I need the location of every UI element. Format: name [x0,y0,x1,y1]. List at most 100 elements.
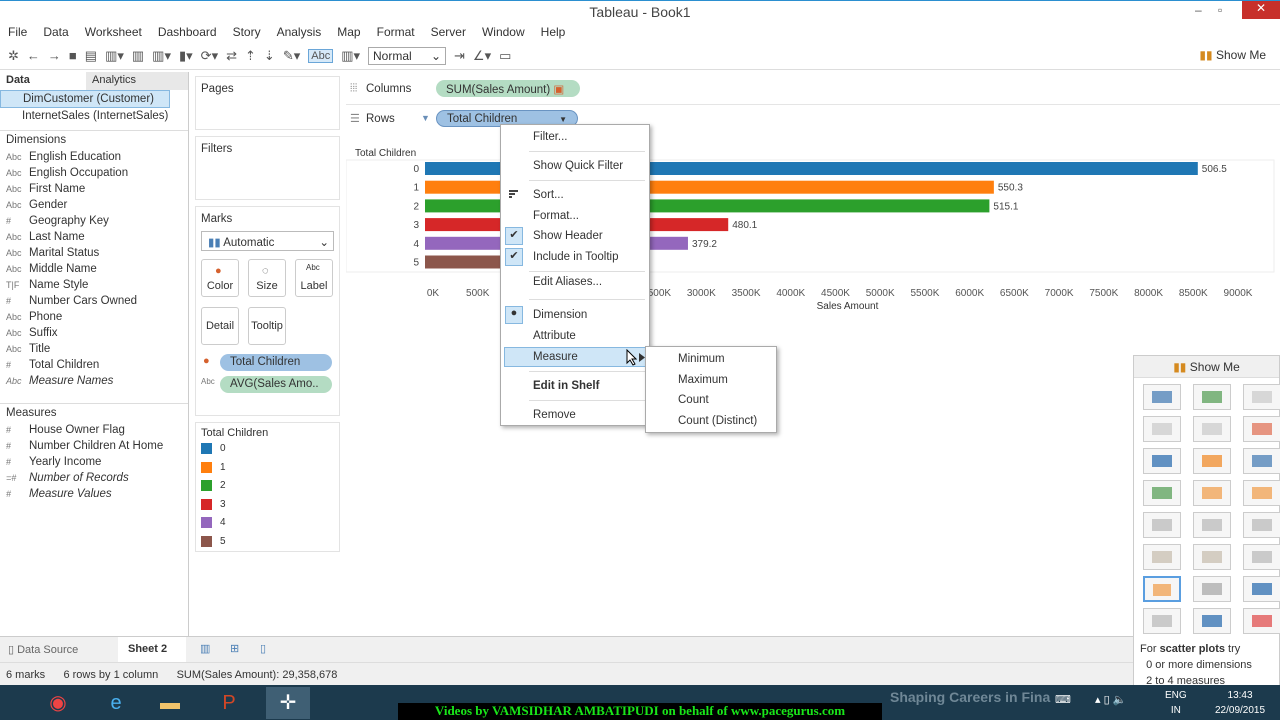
chart-type-thumbnail[interactable] [1243,544,1280,570]
data-source-tab[interactable]: ▯ Data Source [8,644,79,656]
minimize-button[interactable]: – [1195,3,1202,17]
chart-type-thumbnail[interactable] [1143,576,1181,602]
legend-item[interactable]: 1 [201,461,226,480]
legend-item[interactable]: 5 [201,535,226,554]
field-item[interactable]: # Number Children At Home [0,438,188,454]
field-item[interactable]: # House Owner Flag [0,422,188,438]
chart-type-thumbnail[interactable] [1193,512,1231,538]
menu-include-in-tooltip[interactable]: Include in Tooltip [533,251,619,263]
undo-icon[interactable]: ← [26,48,40,63]
legend-item[interactable]: 2 [201,480,226,498]
chart-type-thumbnail[interactable] [1193,608,1231,634]
menu-analysis[interactable]: Analysis [276,25,322,39]
tab-data[interactable]: Data [0,72,86,90]
chart-type-thumbnail[interactable] [1243,384,1280,410]
clock[interactable]: 13:43 22/09/2015 [1215,688,1265,718]
pages-card[interactable]: Pages [195,76,340,130]
label-button[interactable]: Abc Label [295,259,333,297]
sort-dropdown-icon[interactable]: ▼ [421,113,430,123]
sheet-tab[interactable]: Sheet 2 [118,637,186,663]
field-item[interactable]: Abc Last Name [0,229,188,245]
tray-icons[interactable]: ▴ ▯ 🔈 [1095,694,1127,706]
chart-type-thumbnail[interactable] [1143,384,1181,410]
tableau-icon[interactable]: ✛ [266,687,310,719]
chrome-icon[interactable]: ◉ [49,692,67,714]
field-item[interactable]: # Total Children [0,357,188,373]
chart-type-thumbnail[interactable] [1243,480,1280,506]
refresh-icon[interactable]: ⟳▾ [200,47,219,63]
tableau-logo-icon[interactable]: ✲ [8,47,19,63]
show-me-button[interactable]: ▮▮ Show Me [1199,48,1266,62]
color-pill-total-children[interactable]: Total Children [220,354,332,371]
chart-type-thumbnail[interactable] [1193,480,1231,506]
menu-help[interactable]: Help [540,25,566,39]
pause-updates-icon[interactable]: ▮▾ [178,47,193,63]
fix-axes-icon[interactable]: ⇥ [454,47,465,63]
size-button[interactable]: ◌ Size [248,259,286,297]
columns-pill-sum-sales[interactable]: SUM(Sales Amount) ▣ [436,80,580,97]
close-button[interactable]: ✕ [1242,1,1280,19]
field-item[interactable]: Abc First Name [0,181,188,197]
menu-window[interactable]: Window [481,25,525,39]
chart-type-thumbnail[interactable] [1193,576,1231,602]
sort-desc-icon[interactable]: ⇣ [263,47,275,63]
menu-file[interactable]: File [8,25,28,39]
legend-item[interactable]: 4 [201,517,226,535]
highlight-icon[interactable]: ✎▾ [282,47,301,63]
fit-select[interactable]: Normal ⌄ [368,46,447,65]
field-item[interactable]: Abc Measure Names [0,373,188,389]
submenu-count[interactable]: Count [678,394,709,406]
menu-format[interactable]: Format... [533,210,580,222]
new-story-icon[interactable]: ▯ [260,643,267,655]
chart-type-thumbnail[interactable] [1193,544,1231,570]
field-item[interactable]: # Measure Values [0,486,188,502]
chevron-down-icon[interactable]: ▼ [559,115,567,124]
presentation-icon[interactable]: ▥▾ [341,47,361,63]
new-datasource-icon[interactable]: ▤ [84,47,98,63]
menu-edit-aliases[interactable]: Edit Aliases... [533,276,603,288]
datasource-internetsales[interactable]: InternetSales (InternetSales) [22,110,169,122]
tooltip-button[interactable]: Tooltip [248,307,286,345]
field-item[interactable]: Abc Gender [0,197,188,213]
submenu-count-distinct[interactable]: Count (Distinct) [678,415,758,427]
menu-edit-in-shelf[interactable]: Edit in Shelf [533,380,600,392]
show-labels-icon[interactable]: Abc [308,48,334,63]
menu-show-quick-filter[interactable]: Show Quick Filter [533,160,624,172]
menu-dimension[interactable]: Dimension [533,309,588,321]
chart-type-thumbnail[interactable] [1243,512,1280,538]
file-explorer-icon[interactable]: ▬ [160,692,180,714]
label-pill-avg-sales[interactable]: AVG(Sales Amo.. [220,376,332,393]
menu-story[interactable]: Story [232,25,261,39]
menu-data[interactable]: Data [43,25,69,39]
chart-type-thumbnail[interactable] [1243,448,1280,474]
swap-icon[interactable]: ⇄ [226,47,237,63]
field-item[interactable]: =# Number of Records [0,470,188,486]
menu-measure[interactable]: Measure [533,351,578,363]
chart-type-thumbnail[interactable] [1243,608,1280,634]
color-button[interactable]: ● Color [201,259,239,297]
menu-format[interactable]: Format [376,25,415,39]
redo-icon[interactable]: → [47,48,61,63]
new-sheet-icon[interactable]: ▥▾ [105,47,124,63]
field-item[interactable]: # Number Cars Owned [0,293,188,309]
menu-map[interactable]: Map [337,25,361,39]
duplicate-sheet-icon[interactable]: ▥ [131,47,145,63]
field-item[interactable]: # Geography Key [0,213,188,229]
detail-button[interactable]: Detail [201,307,239,345]
menu-attribute[interactable]: Attribute [533,330,576,342]
powerpoint-icon[interactable]: P [222,692,236,714]
field-item[interactable]: Abc Suffix [0,325,188,341]
new-worksheet-icon[interactable]: ▥ [200,643,211,655]
ie-icon[interactable]: e [110,692,122,714]
chart-type-thumbnail[interactable] [1143,608,1181,634]
legend-item[interactable]: 0 [201,443,226,461]
chart-type-thumbnail[interactable] [1193,448,1231,474]
field-item[interactable]: # Yearly Income [0,454,188,470]
field-item[interactable]: Abc Middle Name [0,261,188,277]
annotate-icon[interactable]: ∠▾ [472,47,492,63]
chart-type-thumbnail[interactable] [1243,416,1280,442]
field-item[interactable]: Abc Phone [0,309,188,325]
chart-type-thumbnail[interactable] [1243,576,1280,602]
chart-type-thumbnail[interactable] [1193,384,1231,410]
mark-type-select[interactable]: ▮▮ Automatic ⌄ [201,231,334,251]
